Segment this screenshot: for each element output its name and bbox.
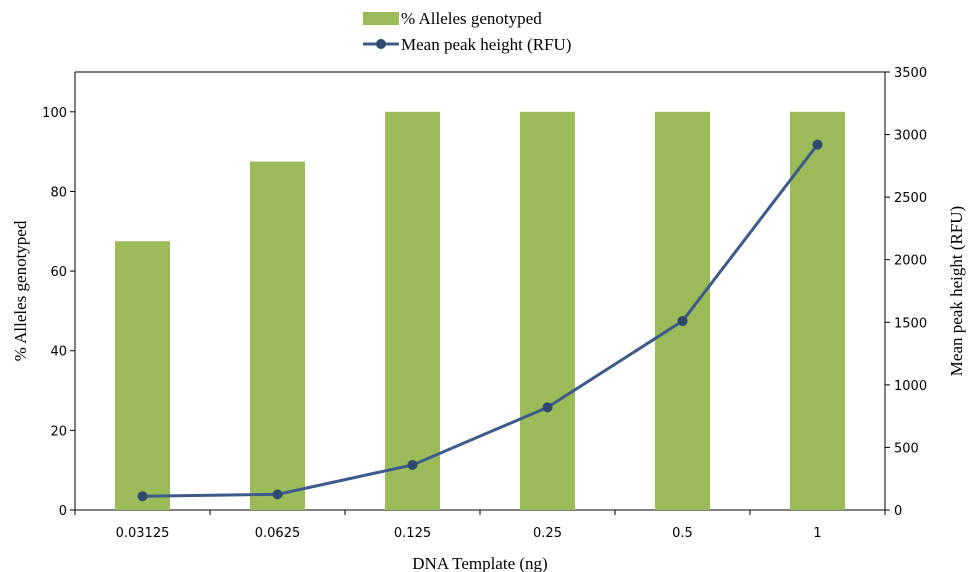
x-axis-title: DNA Template (ng) [412, 554, 547, 572]
legend-line-marker [376, 39, 386, 49]
x-tick-label-1: 0.0625 [255, 526, 301, 541]
x-tick-label-0: 0.03125 [116, 526, 170, 541]
x-tick-label-5: 1 [813, 526, 821, 541]
legend-label-line: Mean peak height (RFU) [401, 35, 571, 54]
right-tick-label-6: 3000 [894, 129, 927, 144]
legend: % Alleles genotyped Mean peak height (RF… [363, 9, 571, 54]
left-tick-label-1: 20 [50, 424, 67, 439]
left-tick-label-0: 0 [59, 504, 67, 519]
line-point-4 [677, 316, 688, 327]
right-tick-label-7: 3500 [894, 66, 927, 81]
left-y-axis-title: % Alleles genotyped [11, 220, 30, 361]
line-path [142, 143, 819, 498]
bar-5 [790, 111, 845, 511]
right-tick-label-5: 2500 [894, 191, 927, 206]
right-tick-label-4: 2000 [894, 254, 927, 269]
line-series [137, 139, 823, 502]
x-tick-label-3: 0.25 [533, 526, 562, 541]
right-tick-label-1: 500 [894, 441, 919, 456]
axis-ticks: 0204060801000500100015002000250030003500… [42, 66, 927, 541]
x-tick-label-2: 0.125 [394, 526, 431, 541]
right-tick-label-0: 0 [894, 504, 902, 519]
right-tick-label-2: 1000 [894, 379, 927, 394]
left-tick-label-5: 100 [42, 106, 67, 121]
x-tick-label-4: 0.5 [672, 526, 693, 541]
bar-3 [520, 111, 575, 511]
legend-label-bars: % Alleles genotyped [401, 9, 542, 28]
line-point-1 [272, 489, 283, 500]
right-y-axis-title: Mean peak height (RFU) [947, 206, 966, 376]
line-point-5 [812, 139, 823, 150]
left-tick-label-3: 60 [50, 265, 67, 280]
legend-bar-swatch [363, 12, 399, 25]
bar-0 [115, 241, 170, 510]
right-tick-label-3: 1500 [894, 316, 927, 331]
bar-2 [385, 111, 440, 511]
line-point-0 [137, 491, 148, 502]
bar-series [115, 111, 845, 511]
bar-1 [250, 161, 305, 510]
bar-4 [655, 111, 710, 511]
line-point-2 [407, 459, 418, 470]
left-tick-label-2: 40 [50, 345, 67, 360]
left-tick-label-4: 80 [50, 185, 67, 200]
line-point-3 [542, 402, 553, 413]
